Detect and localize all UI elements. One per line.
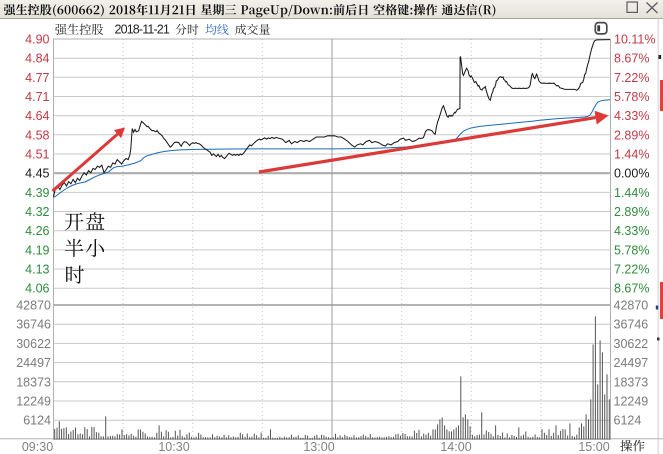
svg-text:4.90: 4.90 [25, 33, 49, 47]
svg-text:1.44%: 1.44% [614, 148, 649, 162]
svg-text:5.78%: 5.78% [614, 243, 649, 257]
svg-text:12249: 12249 [16, 395, 51, 409]
svg-text:13:00: 13:00 [303, 440, 334, 454]
svg-text:15:00: 15:00 [578, 440, 609, 454]
svg-text:8.67%: 8.67% [614, 52, 649, 66]
svg-text:4.77: 4.77 [25, 71, 49, 85]
svg-text:4.33%: 4.33% [614, 109, 649, 123]
svg-text:4.39: 4.39 [25, 186, 49, 200]
svg-text:4.71: 4.71 [25, 90, 49, 104]
svg-text:4.33%: 4.33% [614, 224, 649, 238]
svg-text:4.84: 4.84 [25, 52, 49, 66]
svg-text:18373: 18373 [16, 375, 51, 389]
svg-text:7.22%: 7.22% [614, 71, 649, 85]
svg-text:4.13: 4.13 [25, 263, 49, 277]
svg-text:4.64: 4.64 [25, 109, 49, 123]
svg-text:4.45: 4.45 [25, 167, 49, 181]
svg-text:4.58: 4.58 [25, 128, 49, 142]
svg-text:24497: 24497 [16, 356, 51, 370]
svg-text:10:30: 10:30 [158, 440, 189, 454]
svg-text:4.51: 4.51 [25, 148, 49, 162]
svg-text:30622: 30622 [614, 337, 649, 351]
svg-text:7.22%: 7.22% [614, 263, 649, 277]
svg-text:36746: 36746 [16, 318, 51, 332]
svg-text:36746: 36746 [614, 318, 649, 332]
svg-text:42870: 42870 [614, 299, 649, 313]
svg-text:4.26: 4.26 [25, 224, 49, 238]
svg-text:4.06: 4.06 [25, 282, 49, 296]
svg-text:2.89%: 2.89% [614, 205, 649, 219]
svg-text:30622: 30622 [16, 337, 51, 351]
svg-text:6124: 6124 [614, 414, 642, 428]
svg-text:1.44%: 1.44% [614, 186, 649, 200]
svg-text:42870: 42870 [16, 299, 51, 313]
svg-text:14:00: 14:00 [440, 440, 471, 454]
svg-text:10.11%: 10.11% [614, 33, 655, 47]
svg-text:18373: 18373 [614, 375, 649, 389]
svg-text:0.00%: 0.00% [614, 167, 649, 181]
svg-text:8.67%: 8.67% [614, 282, 649, 296]
svg-text:24497: 24497 [614, 356, 649, 370]
svg-text:4.32: 4.32 [25, 205, 49, 219]
svg-text:2018-11-21: 2018-11-21 [115, 22, 170, 36]
svg-text:12249: 12249 [614, 395, 649, 409]
svg-text:6124: 6124 [23, 414, 51, 428]
svg-text:09:30: 09:30 [22, 440, 53, 454]
svg-text:4.19: 4.19 [25, 243, 49, 257]
svg-text:2.89%: 2.89% [614, 128, 649, 142]
svg-text:5.78%: 5.78% [614, 90, 649, 104]
